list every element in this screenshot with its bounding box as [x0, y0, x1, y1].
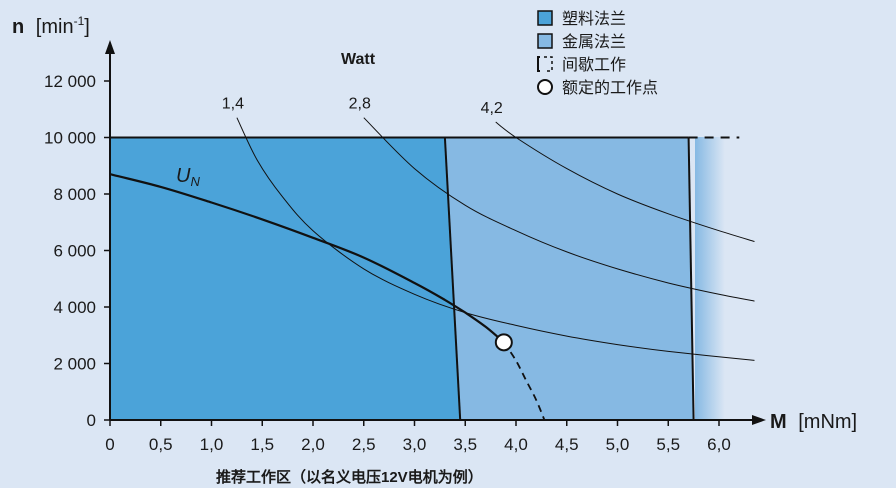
metal-flange-fade	[695, 137, 725, 420]
x-ticks: 0 0,5 1,0 1,5 2,0 2,5 3,0 3,5 4,0 4,5 5,0 5,5 6,0	[105, 420, 731, 454]
y-tick-label: 4 000	[53, 298, 96, 317]
y-tick-label: 10 000	[44, 129, 96, 148]
x-axis-arrow	[752, 415, 766, 425]
power-curve-2,8	[363, 117, 755, 302]
x-tick-label: 3,0	[403, 435, 427, 454]
metal-limit-line	[687, 137, 695, 421]
watt-title: Watt	[341, 51, 376, 68]
power-curve-1,4	[236, 117, 755, 361]
y-tick-label: 12 000	[44, 72, 96, 91]
legend-swatch-dashed	[544, 56, 553, 72]
legend-swatch	[537, 10, 553, 26]
un-curve	[109, 173, 505, 344]
x-tick-label: 3,5	[453, 435, 477, 454]
power-labels: 1,4 2,8 4,2	[222, 96, 503, 117]
x-tick-label: 2,0	[301, 435, 325, 454]
region-plastic-flange	[110, 137, 461, 420]
x-tick-label: 0,5	[149, 435, 173, 454]
y-tick-label: 0	[87, 411, 96, 430]
power-curves	[236, 117, 755, 361]
legend-label: 额定的工作点	[562, 79, 658, 97]
y-ticks: 0 2 000 4 000 6 000 8 000 10 000 12 000	[44, 72, 110, 430]
y-tick-label: 2 000	[53, 355, 96, 374]
y-tick-label: 8 000	[53, 185, 96, 204]
legend-label: 间歇工作	[562, 56, 626, 74]
legend-label: 塑料法兰	[562, 10, 626, 28]
y-axis-title: n [min-1]	[12, 14, 90, 38]
x-tick-label: 2,5	[352, 435, 376, 454]
power-label: 2,8	[349, 96, 371, 113]
footnote: 推荐工作区（以名义电压12V电机为例）	[216, 468, 483, 486]
power-label: 4,2	[481, 100, 503, 117]
x-tick-label: 5,0	[606, 435, 630, 454]
un-curve-dashed	[503, 341, 546, 421]
x-tick-label: 1,5	[250, 435, 274, 454]
x-axis-title: M [mNm]	[770, 411, 857, 433]
legend-swatch	[537, 33, 553, 49]
un-curve-group: UN	[109, 165, 546, 421]
legend-circle	[537, 79, 553, 95]
regions	[110, 136, 695, 421]
power-curve-4,2	[495, 121, 755, 242]
y-axis-arrow	[105, 40, 115, 54]
x-tick-label: 4,5	[555, 435, 579, 454]
x-tick-label: 4,0	[504, 435, 528, 454]
x-tick-label: 5,5	[656, 435, 680, 454]
x-tick-label: 6,0	[707, 435, 731, 454]
x-tick-label: 1,0	[200, 435, 224, 454]
rated-point	[494, 333, 513, 352]
axes	[105, 40, 766, 425]
y-tick-label: 6 000	[53, 242, 96, 261]
region-metal-flange	[444, 137, 694, 420]
x-tick-label: 0	[105, 435, 114, 454]
legend-label: 金属法兰	[562, 33, 626, 51]
power-label: 1,4	[222, 96, 244, 113]
plastic-limit-line	[443, 137, 462, 421]
legend-swatch-dashed-left	[537, 56, 540, 72]
